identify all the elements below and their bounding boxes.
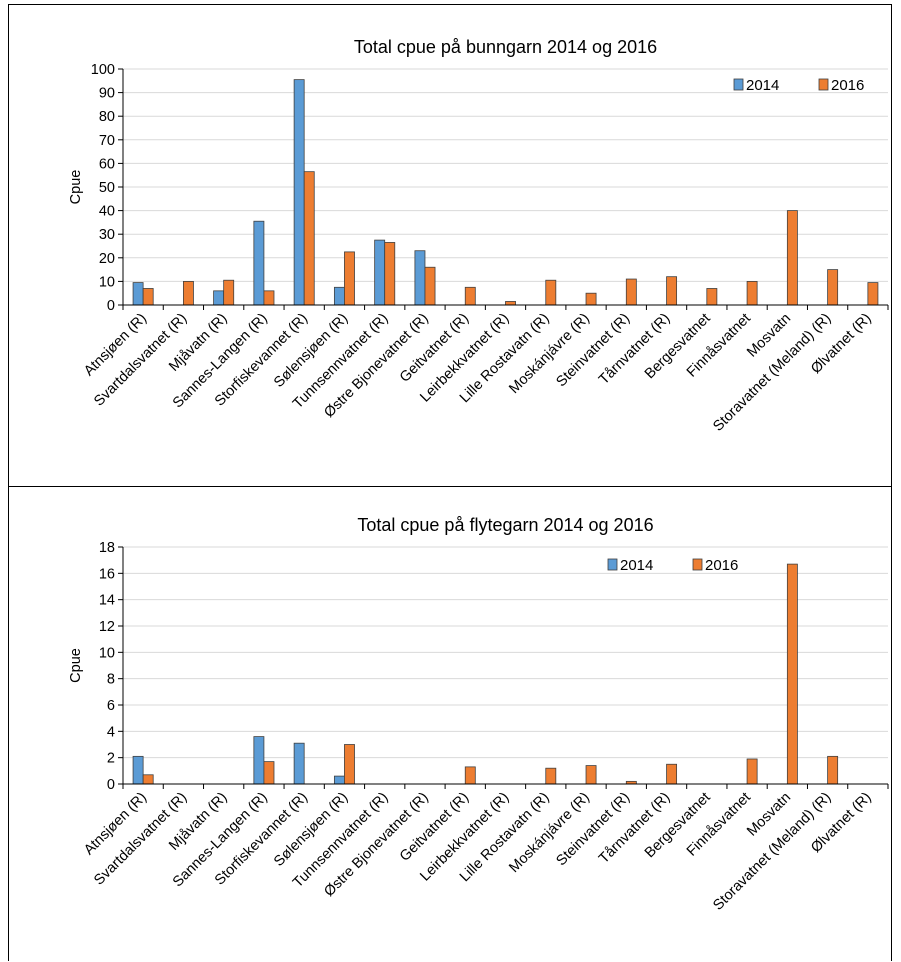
bar-2016-11 <box>585 292 597 306</box>
y-tick-label: 60 <box>99 156 115 172</box>
bar-2016-6 <box>384 242 396 306</box>
bar-2016-8 <box>464 766 476 785</box>
y-tick-label: 80 <box>99 109 115 125</box>
bar-2016-9 <box>505 301 516 306</box>
bar-2016-3 <box>263 761 275 785</box>
bar-2016-10 <box>545 767 557 785</box>
y-tick-label: 2 <box>107 751 115 767</box>
y-tick-label: 14 <box>99 593 115 609</box>
bar-2016-0 <box>142 774 154 785</box>
y-tick-label: 100 <box>91 62 115 78</box>
legend-label-2014: 2014 <box>620 557 653 574</box>
y-tick-label: 90 <box>99 86 115 102</box>
bar-2016-18 <box>867 282 879 306</box>
bar-2016-4 <box>303 171 315 306</box>
legend-swatch-2016 <box>692 558 703 571</box>
bar-2014-2 <box>213 290 225 306</box>
bar-2016-14 <box>706 288 718 306</box>
y-tick-label: 18 <box>99 540 115 556</box>
y-tick-label: 30 <box>99 227 115 243</box>
chart-flytegarn: Total cpue på flytegarn 2014 og 2016 0 2 4 6… <box>68 515 889 914</box>
bar-2014-7 <box>414 250 426 306</box>
y-tick-label: 50 <box>99 180 115 196</box>
bar-2016-11 <box>585 765 597 785</box>
bar-2016-3 <box>263 290 275 306</box>
bar-2016-0 <box>142 288 154 306</box>
chart-title: Total cpue på flytegarn 2014 og 2016 <box>357 515 653 535</box>
bar-2014-5 <box>333 775 345 785</box>
legend-swatch-2014 <box>733 78 744 91</box>
y-tick-label: 8 <box>107 672 115 688</box>
bar-2016-5 <box>344 251 355 306</box>
legend-label-2016: 2016 <box>705 557 738 574</box>
legend-swatch-2014 <box>607 558 618 571</box>
bar-2016-13 <box>666 276 678 306</box>
y-tick-label: 10 <box>99 645 115 661</box>
bar-2016-15 <box>746 758 758 785</box>
bar-2016-1 <box>182 280 194 306</box>
legend-label-2016: 2016 <box>831 77 864 94</box>
y-tick-label: 4 <box>107 724 115 740</box>
chart-panel-flytegarn: Total cpue på flytegarn 2014 og 2016 0 2 4 6… <box>8 486 892 961</box>
chart-bunngarn: Total cpue på bunngarn 2014 og 2016 0 10 20… <box>68 37 889 435</box>
bar-2014-5 <box>333 286 345 306</box>
y-tick-label: 10 <box>99 274 115 290</box>
y-tick-label: 0 <box>107 777 115 793</box>
x-category-label: Tårnvatnet (R) <box>596 790 673 867</box>
y-tick-label: 0 <box>107 298 115 314</box>
bar-2016-15 <box>746 280 758 306</box>
y-tick-label: 6 <box>107 698 115 714</box>
legend-label-2014: 2014 <box>746 77 779 94</box>
x-category-label: Tårnvatnet (R) <box>596 311 673 388</box>
y-axis-label: Cpue <box>68 170 84 205</box>
y-tick-label: 20 <box>99 251 115 267</box>
bar-2016-17 <box>827 755 839 785</box>
bar-2014-0 <box>132 282 144 306</box>
bar-2016-12 <box>625 278 637 306</box>
y-tick-label: 40 <box>99 204 115 220</box>
bar-2014-4 <box>293 742 305 785</box>
y-tick-label: 16 <box>99 566 115 582</box>
bar-2016-17 <box>827 269 839 306</box>
bar-2014-4 <box>293 79 305 306</box>
bar-2016-8 <box>464 286 476 306</box>
bar-2014-3 <box>253 736 265 785</box>
y-tick-label: 12 <box>99 619 115 635</box>
bar-2016-13 <box>666 763 678 785</box>
bar-2016-7 <box>424 266 436 306</box>
bar-2016-16 <box>786 563 798 785</box>
y-axis-label: Cpue <box>68 648 84 683</box>
bar-2016-10 <box>545 279 557 306</box>
bar-2016-16 <box>786 210 798 306</box>
bar-2016-2 <box>223 279 235 306</box>
chart-title: Total cpue på bunngarn 2014 og 2016 <box>354 37 657 57</box>
chart-panel-bunngarn: Total cpue på bunngarn 2014 og 2016 0 10 20… <box>8 4 892 487</box>
bar-2014-0 <box>132 755 144 785</box>
bar-2014-6 <box>374 239 386 306</box>
bar-2014-3 <box>253 220 265 306</box>
legend-swatch-2016 <box>818 78 829 91</box>
y-tick-label: 70 <box>99 133 115 149</box>
bar-2016-5 <box>344 744 355 785</box>
